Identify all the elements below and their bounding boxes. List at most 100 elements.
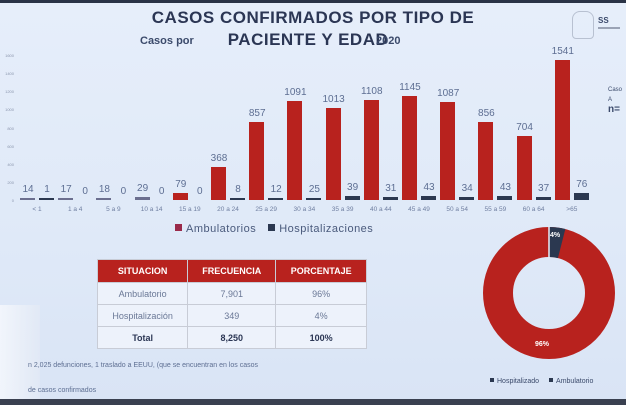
donut-legend: Hospitalizado Ambulatorio [490,378,593,385]
donut-legend-label-hosp: Hospitalizado [497,378,540,385]
legend-swatch-hospitalizaciones [268,224,276,231]
legend-label-ambulatorios: Ambulatorios [186,223,257,235]
screen-glare [0,305,40,400]
donut-legend-label-amb: Ambulatorio [556,378,594,385]
value-label-ambulatorios: 18 [98,184,110,195]
legend-item-ambulatorios: Ambulatorios [175,223,256,235]
header-frecuencia: FRECUENCIA [187,259,277,283]
cell-porcentaje: 100% [275,326,367,349]
logo-subtext [598,27,620,29]
bar-ambulatorios [478,122,494,200]
x-tick-label: 20 a 24 [217,206,239,213]
bar-group: 1108 31 [361,55,400,200]
bar-group: 1541 76 [552,46,591,200]
bar-group: 17 0 [56,55,94,200]
value-label-ambulatorios: 1091 [284,87,307,99]
footnote-line-2: de casos confirmados [28,387,97,394]
value-label-hospitalizaciones: 0 [82,186,88,197]
bar-ambulatorios [172,192,188,200]
donut-legend-amb: Ambulatorio [549,378,593,385]
bar-group: 704 37 [515,55,553,200]
donut-label-hosp: 4% [550,232,561,239]
donut-chart: 4% 96% [482,226,616,360]
x-tick-label: 50 a 54 [446,206,469,213]
bar-ambulatorios [363,99,379,200]
bar-ambulatorios [211,166,226,200]
cell-situacion: Hospitalización [96,304,189,327]
value-label-hospitalizaciones: 43 [499,182,511,194]
value-label-hospitalizaciones: 1 [44,184,50,195]
y-tick-label: 400 [7,161,14,167]
x-tick-label: < 1 [32,206,42,213]
legend-label-hospitalizaciones: Hospitalizaciones [279,223,374,235]
subtitle: Casos por 2020 [140,35,400,47]
x-tick-label: 35 a 39 [331,206,354,213]
bar-group: 1013 39 [322,55,362,200]
value-label-ambulatorios: 856 [478,108,495,120]
bar-hospitalizaciones [535,196,551,200]
bar-ambulatorios [58,198,74,200]
subtitle-year: 2020 [376,35,401,47]
footnote-line-1: n 2,025 defunciones, 1 traslado a EEUU, … [28,362,258,369]
donut-legend-hosp: Hospitalizado [490,378,539,385]
x-tick-label: 55 a 59 [484,206,507,213]
y-tick-label: 1000 [5,107,14,113]
page-title: CASOS CONFIRMADOS POR TIPO DE PACIENTE Y… [0,8,626,50]
value-label-hospitalizaciones: 0 [158,186,165,197]
bar-ambulatorios [325,108,341,200]
value-label-ambulatorios: 704 [516,122,533,134]
bar-hospitalizaciones [382,197,398,200]
bar-group: 1087 34 [437,55,476,200]
cell-frecuencia: 8,250 [187,326,277,349]
y-tick-label: 600 [7,143,14,149]
value-label-ambulatorios: 857 [248,108,266,120]
header-situacion: SITUACION [96,259,189,283]
x-tick-label: 30 a 34 [293,206,316,213]
bar-group: 1145 43 [399,55,438,200]
x-tick-label: 40 a 44 [369,206,392,213]
bar-ambulatorios [554,60,570,200]
header-porcentaje: PORCENTAJE [275,259,367,283]
bar-hospitalizaciones [344,196,360,200]
subtitle-left: Casos por [140,35,194,47]
x-tick-label: 60 a 64 [522,206,545,213]
value-label-ambulatorios: 79 [175,178,187,190]
donut-svg [483,226,615,359]
value-label-ambulatorios: 1087 [437,87,460,99]
value-label-hospitalizaciones: 8 [235,184,241,195]
bar-group: 14 1 [18,55,56,200]
bar-ambulatorios [516,136,532,200]
value-label-hospitalizaciones: 39 [347,182,359,194]
bar-hospitalizaciones [230,198,245,200]
bar-group: 18 0 [94,55,132,200]
value-label-hospitalizaciones: 37 [538,182,550,194]
right-note-n: n= [608,104,620,115]
bar-ambulatorios [287,101,303,200]
table-header-row: SITUACION FRECUENCIA PORCENTAJE [96,259,367,283]
bar-ambulatorios [249,122,265,200]
y-tick-label: 800 [7,125,14,131]
donut-legend-swatch-amb [549,378,554,382]
value-label-ambulatorios: 368 [210,152,228,164]
value-label-ambulatorios: 1013 [322,94,345,106]
value-label-hospitalizaciones: 0 [120,186,127,197]
cell-situacion: Ambulatorio [96,282,189,305]
value-label-ambulatorios: 14 [22,184,34,195]
x-tick-label: 5 a 9 [106,206,121,213]
legend-swatch-ambulatorios [175,224,182,231]
cell-situacion: Total [96,326,189,349]
title-line-1: CASOS CONFIRMADOS POR TIPO DE [151,8,475,27]
value-label-ambulatorios: 17 [60,184,72,195]
value-label-hospitalizaciones: 31 [385,183,397,195]
bar-hospitalizaciones [39,198,54,200]
bar-group: 1091 25 [284,55,323,200]
cell-frecuencia: 7,901 [187,282,277,305]
x-tick-label: 45 a 49 [408,206,430,213]
value-label-ambulatorios: 1145 [399,82,421,94]
x-tick-label: 15 a 19 [178,206,201,213]
table-row: Ambulatorio 7,901 96% [96,282,367,305]
table-total-row: Total 8,250 100% [96,326,367,349]
bar-hospitalizaciones [268,198,284,200]
bar-ambulatorios [440,101,456,200]
value-label-hospitalizaciones: 43 [423,182,435,194]
